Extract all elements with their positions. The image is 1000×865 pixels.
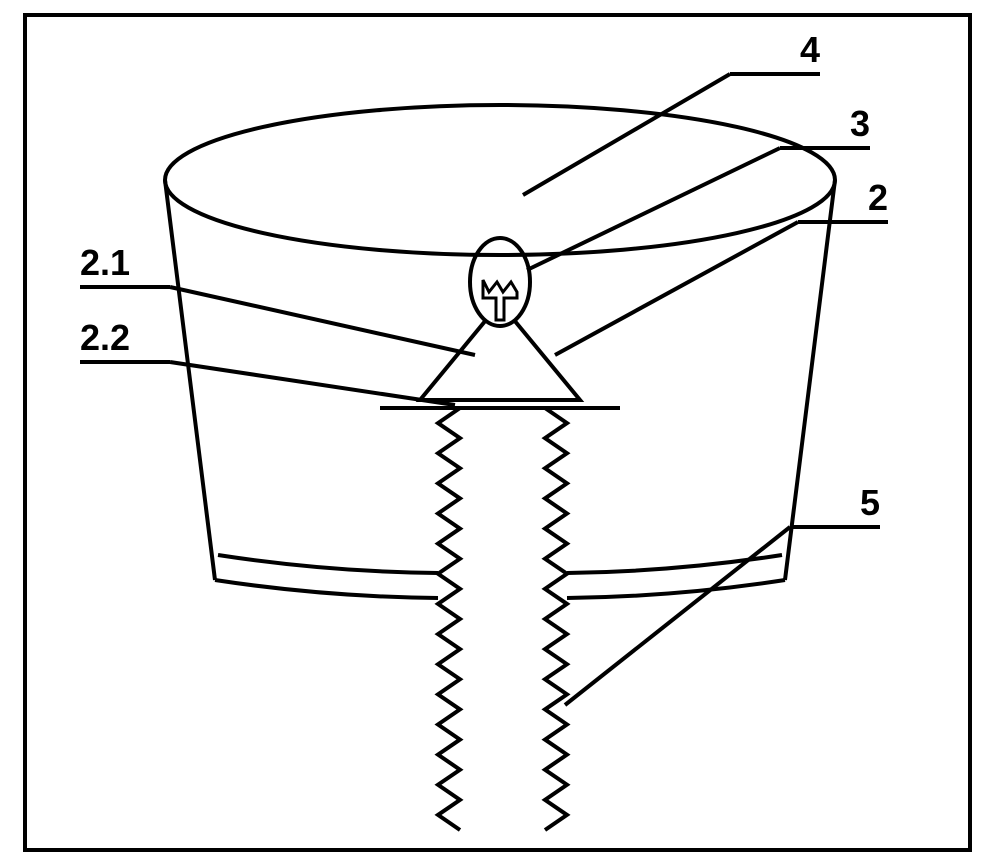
screw-thread-left [438, 408, 460, 830]
cup-right-side [785, 180, 835, 580]
label-l4: 4 [800, 29, 820, 70]
screw-thread-right [545, 408, 567, 830]
label-l2: 2 [868, 177, 888, 218]
leader-line-l2_1 [170, 287, 475, 355]
label-l2_1: 2.1 [80, 242, 130, 283]
cup-bottom-rim-lower-left [215, 580, 438, 598]
cup-bottom-rim-upper-left [218, 555, 438, 573]
label-l5: 5 [860, 482, 880, 523]
cup-rim-ellipse [165, 105, 835, 255]
leader-line-l2_2 [170, 362, 455, 405]
technical-diagram: 43 2 2.1 2.2 5 [25, 15, 970, 850]
leader-line-l5 [565, 527, 790, 705]
crown-shape [483, 280, 517, 320]
label-l2_2: 2.2 [80, 317, 130, 358]
leader-line-l4 [523, 74, 730, 195]
inner-triangle [420, 320, 580, 400]
figure-border [25, 15, 970, 850]
cup-bottom-rim-lower-right [567, 580, 785, 598]
label-l3: 3 [850, 103, 870, 144]
cup-left-side [165, 180, 215, 580]
inner-oval [470, 238, 530, 326]
